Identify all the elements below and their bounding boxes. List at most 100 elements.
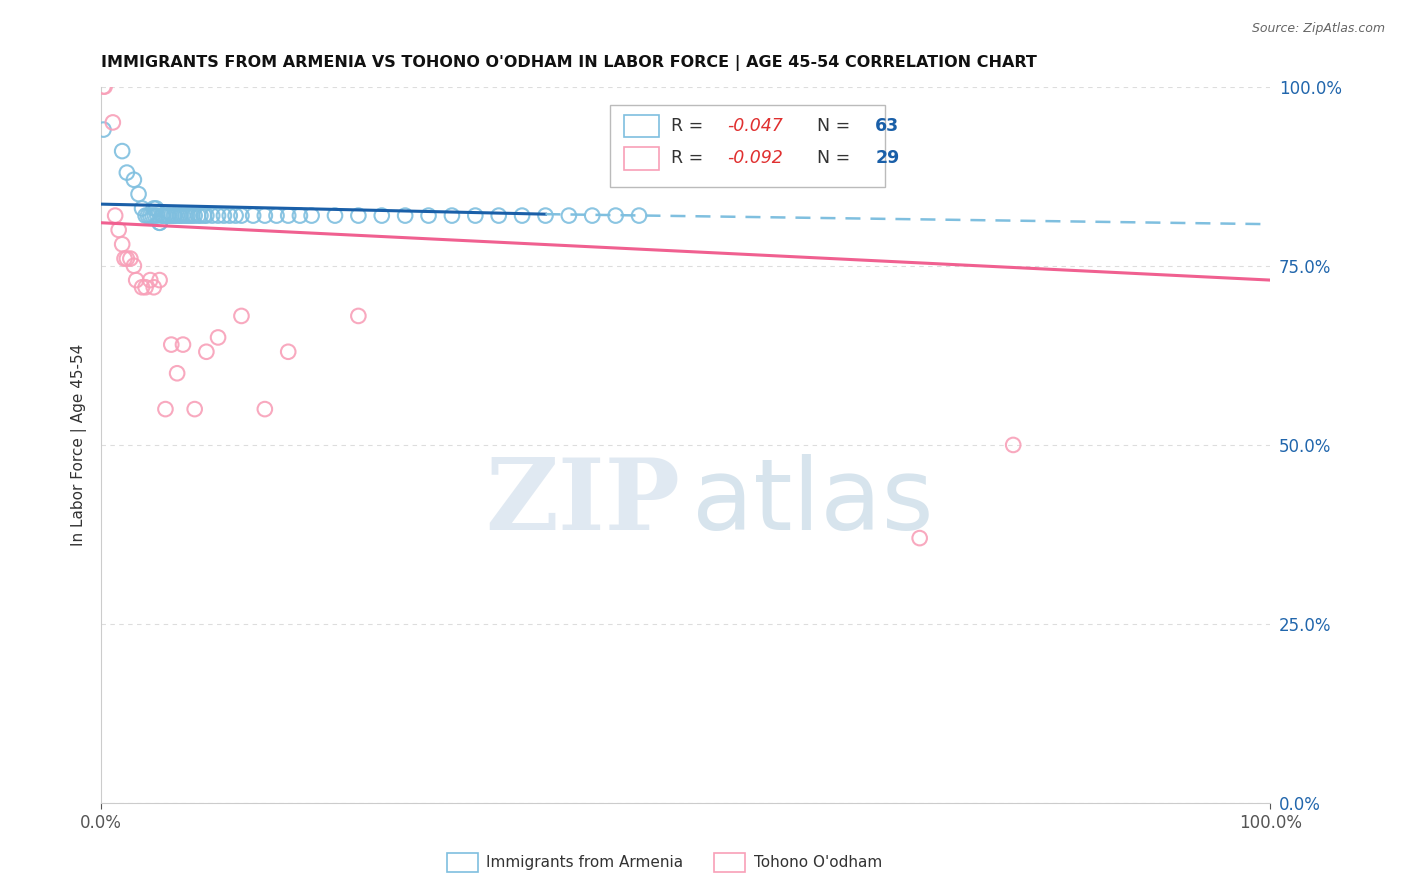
Point bbox=[149, 273, 172, 287]
Point bbox=[142, 209, 165, 223]
Point bbox=[135, 209, 157, 223]
Point bbox=[156, 209, 179, 223]
Point bbox=[266, 209, 288, 223]
Point bbox=[908, 531, 931, 545]
Point bbox=[93, 122, 115, 136]
Point bbox=[150, 209, 173, 223]
Point bbox=[136, 209, 159, 223]
Point bbox=[152, 209, 174, 223]
FancyBboxPatch shape bbox=[610, 104, 884, 187]
Text: IMMIGRANTS FROM ARMENIA VS TOHONO O'ODHAM IN LABOR FORCE | AGE 45-54 CORRELATION: IMMIGRANTS FROM ARMENIA VS TOHONO O'ODHA… bbox=[101, 55, 1038, 71]
Text: N =: N = bbox=[806, 117, 856, 135]
Text: 29: 29 bbox=[875, 149, 900, 168]
Point bbox=[195, 209, 218, 223]
Point bbox=[169, 209, 191, 223]
Point bbox=[323, 209, 346, 223]
Point bbox=[163, 209, 186, 223]
Point bbox=[101, 115, 124, 129]
Text: R =: R = bbox=[671, 117, 709, 135]
Point bbox=[277, 209, 299, 223]
Point bbox=[277, 344, 299, 359]
Point bbox=[111, 237, 134, 252]
Y-axis label: In Labor Force | Age 45-54: In Labor Force | Age 45-54 bbox=[72, 343, 87, 546]
Point bbox=[160, 209, 183, 223]
Text: Immigrants from Armenia: Immigrants from Armenia bbox=[486, 855, 683, 870]
Point bbox=[195, 344, 218, 359]
Text: 63: 63 bbox=[875, 117, 900, 135]
Point bbox=[605, 209, 627, 223]
Point bbox=[253, 209, 276, 223]
Point bbox=[169, 209, 191, 223]
Point bbox=[157, 209, 180, 223]
Point bbox=[179, 209, 201, 223]
Point bbox=[162, 209, 184, 223]
Text: -0.092: -0.092 bbox=[727, 149, 783, 168]
Point bbox=[142, 280, 165, 294]
FancyBboxPatch shape bbox=[624, 114, 659, 137]
Point bbox=[207, 330, 229, 344]
Point bbox=[149, 216, 172, 230]
Text: ZIP: ZIP bbox=[485, 454, 681, 550]
Text: R =: R = bbox=[671, 149, 709, 168]
Point bbox=[187, 209, 209, 223]
Point bbox=[242, 209, 264, 223]
Point bbox=[176, 209, 198, 223]
Point bbox=[139, 273, 162, 287]
Point bbox=[301, 209, 323, 223]
Point bbox=[135, 280, 157, 294]
Point bbox=[120, 252, 142, 266]
Point bbox=[160, 337, 183, 351]
Point bbox=[166, 366, 188, 380]
Point bbox=[440, 209, 463, 223]
Point bbox=[166, 209, 188, 223]
Point bbox=[190, 209, 212, 223]
Point bbox=[464, 209, 486, 223]
Point bbox=[93, 79, 115, 94]
Point bbox=[155, 402, 177, 417]
Point bbox=[172, 209, 194, 223]
Point bbox=[115, 252, 138, 266]
Point bbox=[212, 209, 235, 223]
Point bbox=[114, 252, 136, 266]
Point bbox=[107, 223, 129, 237]
Point bbox=[207, 209, 229, 223]
Text: N =: N = bbox=[806, 149, 856, 168]
Point bbox=[93, 79, 115, 94]
Point bbox=[139, 209, 162, 223]
Point bbox=[510, 209, 533, 223]
Point bbox=[371, 209, 394, 223]
Point bbox=[288, 209, 311, 223]
Point bbox=[131, 202, 153, 216]
Point bbox=[149, 216, 172, 230]
Point bbox=[122, 173, 145, 187]
Text: -0.047: -0.047 bbox=[727, 117, 783, 135]
Text: atlas: atlas bbox=[692, 454, 934, 550]
Point bbox=[145, 202, 167, 216]
Point bbox=[183, 209, 205, 223]
Point bbox=[627, 209, 650, 223]
Point bbox=[534, 209, 557, 223]
Text: Tohono O'odham: Tohono O'odham bbox=[754, 855, 882, 870]
Point bbox=[183, 402, 205, 417]
Point bbox=[125, 273, 148, 287]
Point bbox=[218, 209, 240, 223]
Point bbox=[172, 337, 194, 351]
Point bbox=[104, 209, 127, 223]
Point bbox=[115, 165, 138, 179]
Point bbox=[143, 209, 166, 223]
Point bbox=[394, 209, 416, 223]
Point bbox=[253, 402, 276, 417]
Point bbox=[155, 209, 177, 223]
Point bbox=[181, 209, 204, 223]
FancyBboxPatch shape bbox=[624, 147, 659, 169]
Point bbox=[558, 209, 581, 223]
Point bbox=[347, 309, 370, 323]
Point bbox=[111, 144, 134, 158]
Point bbox=[1002, 438, 1025, 452]
Point bbox=[347, 209, 370, 223]
Point bbox=[128, 187, 150, 202]
Point bbox=[418, 209, 440, 223]
Point bbox=[201, 209, 224, 223]
Point bbox=[122, 259, 145, 273]
Text: Source: ZipAtlas.com: Source: ZipAtlas.com bbox=[1251, 22, 1385, 36]
